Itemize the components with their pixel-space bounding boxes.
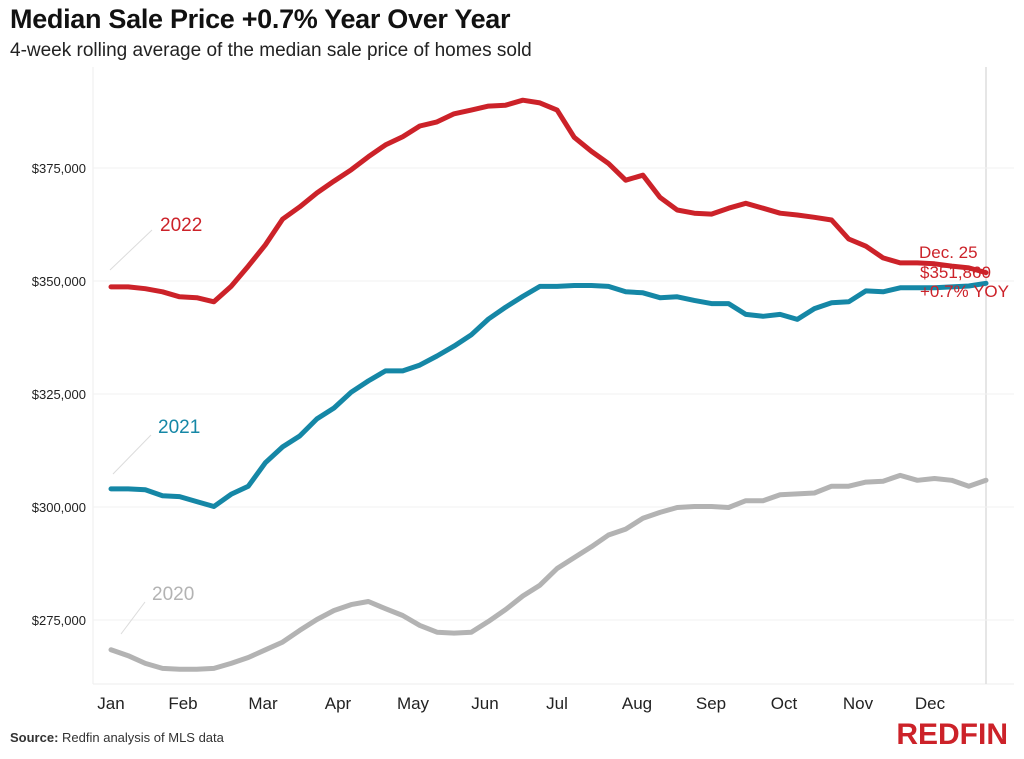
source-label: Source:: [10, 730, 59, 745]
y-tick-label: $350,000: [32, 274, 86, 289]
series-line-2020: [108, 472, 989, 672]
x-tick-label: Mar: [248, 694, 278, 713]
x-tick-label: Apr: [325, 694, 352, 713]
annotation-date: Dec. 25: [919, 243, 978, 262]
x-tick-label: Nov: [843, 694, 874, 713]
x-tick-label: Jan: [97, 694, 124, 713]
end-annotation: Dec. 25$351,860+0.7% YOY: [919, 243, 1009, 301]
x-tick-label: Sep: [696, 694, 726, 713]
chart-title: Median Sale Price +0.7% Year Over Year: [10, 4, 511, 34]
y-tick-label: $300,000: [32, 500, 86, 515]
series-label-2022: 2022: [160, 215, 202, 236]
label-leader-lines: [109, 229, 153, 635]
y-tick-label: $375,000: [32, 161, 86, 176]
x-tick-label: Oct: [771, 694, 798, 713]
grid-lines: [92, 67, 1014, 685]
y-axis-ticks: $275,000 $300,000 $325,000 $350,000 $375,000: [32, 161, 86, 628]
source-text: Redfin analysis of MLS data: [58, 730, 224, 745]
series-line-2022: [108, 97, 989, 305]
series-line-2021: [108, 280, 989, 509]
annotation-value: $351,860: [920, 263, 991, 282]
y-tick-label: $275,000: [32, 613, 86, 628]
x-tick-label: May: [397, 694, 430, 713]
x-tick-label: Jul: [546, 694, 568, 713]
x-tick-label: Aug: [622, 694, 652, 713]
series-lines: [108, 97, 989, 672]
series-label-2021: 2021: [158, 417, 200, 438]
annotation-yoy: +0.7% YOY: [920, 282, 1009, 301]
leader-line: [109, 229, 153, 271]
x-axis-ticks: Jan Feb Mar Apr May Jun Jul Aug Sep Oct Nov Dec: [97, 694, 945, 713]
series-labels: 2022 2021 2020: [152, 215, 202, 605]
x-tick-label: Feb: [168, 694, 197, 713]
redfin-logo: REDFIN: [896, 718, 1008, 751]
leader-line: [120, 601, 146, 635]
x-tick-label: Dec: [915, 694, 946, 713]
y-tick-label: $325,000: [32, 387, 86, 402]
series-label-2020: 2020: [152, 584, 194, 605]
x-tick-label: Jun: [471, 694, 498, 713]
leader-line: [112, 434, 152, 475]
source-note: Source: Redfin analysis of MLS data: [10, 730, 224, 745]
chart-subtitle: 4-week rolling average of the median sal…: [10, 40, 532, 61]
